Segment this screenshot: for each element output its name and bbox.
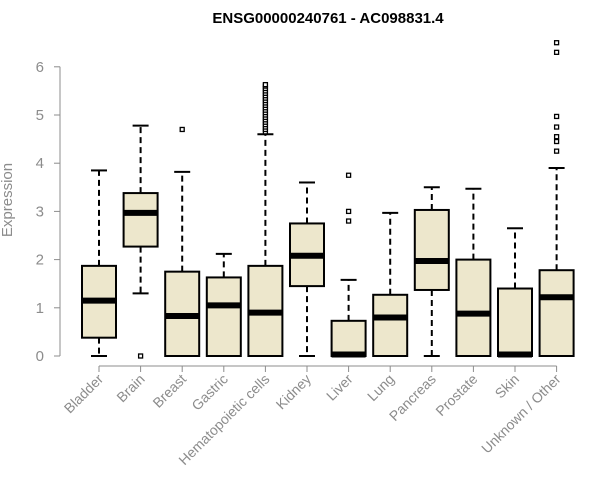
box-liver: [330, 172, 367, 358]
iqr-box: [497, 287, 533, 357]
chart-title: ENSG00000240761 - AC098831.4: [212, 10, 444, 27]
iqr-box: [372, 293, 409, 358]
box-kidney: [289, 181, 325, 357]
y-tick-label: 4: [36, 155, 44, 172]
box-gastric: [205, 252, 242, 357]
outlier-point: [345, 208, 352, 215]
outlier-point: [553, 113, 560, 120]
outlier-point: [553, 40, 560, 46]
x-tick-label: Skin: [492, 371, 523, 402]
outlier-point: [553, 124, 560, 130]
outlier-point: [179, 126, 185, 133]
y-tick-label: 5: [36, 107, 44, 124]
x-tick-label: Liver: [323, 371, 356, 404]
box-pancreas: [413, 186, 450, 357]
x-tick-label: Brain: [113, 371, 147, 405]
outlier-point: [262, 81, 269, 88]
outlier-point: [553, 49, 560, 55]
outlier-point: [553, 134, 560, 140]
outlier-point: [345, 218, 352, 224]
boxes-group: [81, 40, 575, 359]
x-tick-label: Prostate: [432, 371, 480, 419]
outlier-point: [553, 138, 560, 145]
x-tick-label: Unknown / Other: [478, 371, 564, 457]
iqr-box: [538, 269, 575, 358]
y-tick-label: 2: [36, 252, 44, 269]
box-prostate: [455, 187, 492, 358]
box-unknown-other: [538, 40, 575, 358]
outlier-point: [345, 172, 352, 178]
y-axis-label: Expression: [0, 163, 16, 237]
box-breast: [164, 126, 201, 357]
y-axis: 0 1 2 3 4 5 6: [36, 59, 61, 365]
box-skin: [497, 227, 533, 358]
x-tick-label: Breast: [149, 371, 189, 411]
box-hematopoietic-cells: [247, 81, 284, 357]
iqr-box: [205, 276, 242, 357]
y-tick-label: 3: [36, 203, 44, 220]
y-tick-label: 0: [36, 348, 44, 365]
iqr-box: [413, 208, 450, 291]
box-brain: [122, 124, 159, 359]
iqr-box: [330, 319, 367, 357]
iqr-box: [122, 192, 159, 248]
box-bladder: [81, 169, 117, 357]
outlier-point: [553, 148, 560, 154]
y-tick-label: 6: [36, 59, 44, 76]
iqr-box: [455, 258, 492, 358]
box-lung: [372, 211, 409, 358]
x-tick-label: Lung: [364, 371, 397, 404]
x-tick-label: Kidney: [273, 371, 315, 413]
x-tick-label: Bladder: [61, 371, 107, 417]
y-tick-label: 1: [36, 300, 44, 317]
outlier-point: [137, 353, 144, 359]
